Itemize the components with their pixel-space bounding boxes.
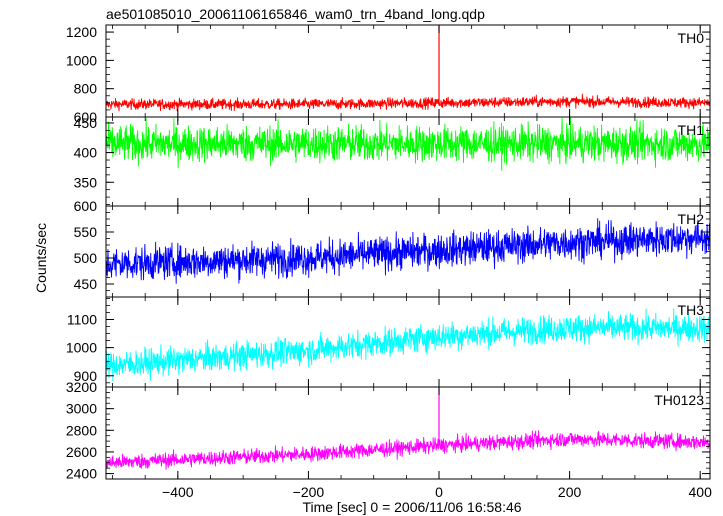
y-tick-label: 450 — [74, 115, 98, 131]
series-th1 — [106, 117, 710, 171]
panel-label-th0: TH0 — [678, 30, 705, 46]
y-tick-label: 3200 — [66, 379, 97, 395]
panel-label-th1: TH1 — [678, 122, 705, 138]
series-th0 — [106, 93, 710, 112]
panel-frame-th0123 — [105, 386, 711, 480]
y-tick-label: 400 — [74, 145, 98, 161]
y-tick-label: 2400 — [66, 466, 97, 482]
y-tick-label: 500 — [74, 250, 98, 266]
chart-title: ae501085010_20061106165846_wam0_trn_4ban… — [106, 6, 485, 22]
panel-th0: 600 800 1000 1200 TH0 — [66, 24, 711, 125]
y-tick-label: 550 — [74, 224, 98, 240]
panel-label-th2: TH2 — [678, 211, 705, 227]
x-tick-label: −200 — [293, 484, 325, 500]
panels-group: 600 800 1000 1200 TH0 350 400 450 TH1 450 500 550 60… — [66, 24, 711, 482]
panel-th1: 350 400 450 TH1 — [74, 115, 711, 207]
y-tick-label: 3000 — [66, 401, 97, 417]
x-axis-label: Time [sec] 0 = 2006/11/06 16:58:46 — [302, 499, 521, 515]
panel-th3: 900 1000 1100 TH3 — [66, 296, 711, 388]
panel-th2: 450 500 550 600 TH2 — [74, 198, 711, 298]
x-tick-label: 200 — [558, 484, 582, 500]
y-tick-label: 1200 — [66, 24, 97, 40]
y-tick-label: 900 — [74, 368, 98, 384]
panel-label-th3: TH3 — [678, 302, 705, 318]
y-tick-label: 1000 — [66, 52, 97, 68]
y-tick-label: 450 — [74, 276, 98, 292]
y-tick-label: 2800 — [66, 422, 97, 438]
y-tick-label: 800 — [74, 81, 98, 97]
x-tick-label: 0 — [435, 484, 443, 500]
series-th2 — [106, 218, 710, 284]
y-axis-label: Counts/sec — [33, 223, 49, 293]
x-tick-label: 400 — [689, 484, 713, 500]
y-tick-label: 1000 — [66, 340, 97, 356]
series-th3 — [106, 308, 710, 382]
x-tick-label: −400 — [162, 484, 194, 500]
panel-label-th0123: TH0123 — [654, 392, 704, 408]
series-th0123 — [106, 430, 710, 470]
y-tick-label: 1100 — [67, 312, 97, 328]
x-axis: −400 −200 0 200 400 — [162, 484, 712, 500]
y-tick-label: 2600 — [66, 444, 97, 460]
panel-frame-th3 — [105, 296, 711, 388]
y-tick-label: 600 — [74, 198, 98, 214]
panel-th0123: 2400 2600 2800 3000 3200 TH0123 — [66, 379, 711, 482]
y-tick-label: 350 — [74, 174, 98, 190]
y-tick-label: 600 — [74, 109, 98, 125]
